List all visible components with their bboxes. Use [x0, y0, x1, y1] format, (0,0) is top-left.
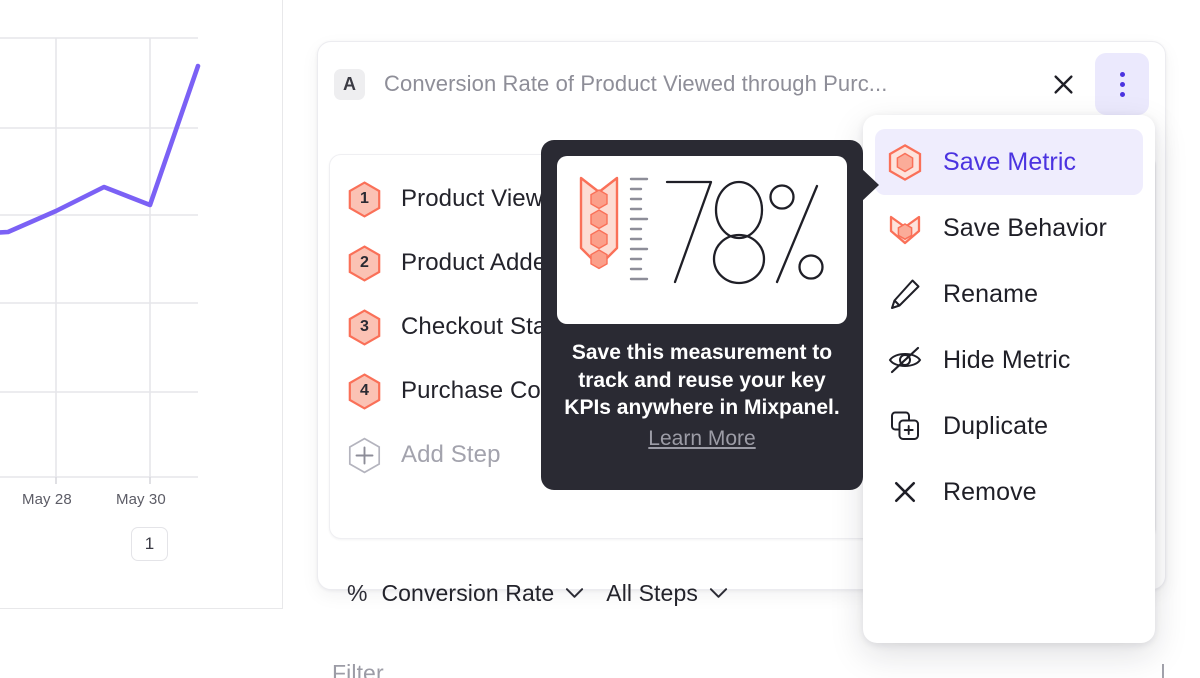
tooltip-body: Save this measurement to track and reuse…	[557, 339, 847, 453]
learn-more-link[interactable]: Learn More	[648, 427, 756, 451]
eye-off-icon	[885, 340, 925, 380]
step-number-hexagon-icon: 1	[348, 180, 381, 218]
filter-section: Filter |	[332, 660, 1166, 678]
series-legend-badge[interactable]: 1	[131, 527, 168, 561]
metric-title[interactable]: Conversion Rate of Product Viewed throug…	[384, 71, 888, 96]
add-step-button[interactable]: Add Step	[348, 432, 501, 478]
chevron-down-icon	[566, 588, 584, 598]
step-number-hexagon-icon: 3	[348, 308, 381, 346]
step-number-hexagon-icon: 2	[348, 244, 381, 282]
step-number-label: 3	[360, 318, 369, 335]
x-axis-tick-1: May 30	[116, 491, 166, 508]
percent-icon: %	[347, 579, 368, 606]
menu-item-label: Remove	[943, 477, 1037, 506]
step-number-hexagon-icon: 4	[348, 372, 381, 410]
close-icon	[885, 472, 925, 512]
metric-card-header: A Conversion Rate of Product Viewed thro…	[318, 42, 1167, 126]
more-vertical-icon-dot-2	[1119, 81, 1125, 87]
menu-item-label: Save Metric	[943, 147, 1077, 176]
menu-item-duplicate[interactable]: Duplicate	[875, 393, 1143, 459]
line-chart	[0, 37, 201, 484]
menu-item-hide-metric[interactable]: Hide Metric	[875, 327, 1143, 393]
chart-panel: May 28 May 30 1	[0, 0, 283, 609]
filter-right-label: |	[1160, 660, 1166, 678]
filter-label[interactable]: Filter	[332, 660, 384, 678]
close-icon	[1053, 74, 1073, 94]
funnel-gauge-illustration	[579, 176, 824, 285]
steps-scope-select-label: All Steps	[606, 579, 698, 606]
plus-hexagon-icon	[348, 437, 381, 474]
step-number-label: 1	[360, 190, 369, 207]
menu-item-save-metric[interactable]: Save Metric	[875, 129, 1143, 195]
metric-card-footer: % Conversion Rate All Steps	[347, 573, 750, 613]
more-vertical-icon-dot-1	[1119, 71, 1125, 77]
menu-item-label: Hide Metric	[943, 345, 1071, 374]
funnel-step-1[interactable]: 1 Product Viewed	[348, 176, 570, 222]
hexagon-metric-icon	[885, 142, 925, 182]
metric-options-menu: Save Metric Save Behavior Rename	[863, 115, 1155, 643]
menu-item-remove[interactable]: Remove	[875, 459, 1143, 525]
menu-item-label: Rename	[943, 279, 1039, 308]
close-button[interactable]	[1043, 64, 1083, 104]
step-number-label: 4	[360, 382, 369, 399]
duplicate-icon	[885, 406, 925, 446]
add-step-label: Add Step	[401, 441, 501, 468]
steps-scope-select[interactable]: All Steps	[606, 580, 728, 607]
save-metric-tooltip: Save this measurement to track and reuse…	[541, 140, 879, 490]
measure-select-label: Conversion Rate	[381, 579, 555, 606]
menu-item-rename[interactable]: Rename	[875, 261, 1143, 327]
step-number-label: 2	[360, 254, 369, 271]
tooltip-arrow	[861, 168, 879, 202]
menu-item-save-behavior[interactable]: Save Behavior	[875, 195, 1143, 261]
tooltip-text: Save this measurement to track and reuse…	[564, 341, 840, 420]
more-vertical-icon-dot-3	[1119, 91, 1125, 97]
tooltip-illustration	[557, 156, 847, 324]
more-options-button[interactable]	[1095, 53, 1149, 115]
menu-item-label: Save Behavior	[943, 213, 1107, 242]
chevron-down-icon	[709, 588, 728, 598]
menu-item-label: Duplicate	[943, 411, 1049, 440]
x-axis-tick-0: May 28	[22, 491, 72, 508]
measure-select[interactable]: Conversion Rate	[381, 580, 584, 607]
pencil-icon	[885, 274, 925, 314]
funnel-behavior-icon	[885, 208, 925, 248]
metric-letter-badge: A	[334, 68, 365, 100]
